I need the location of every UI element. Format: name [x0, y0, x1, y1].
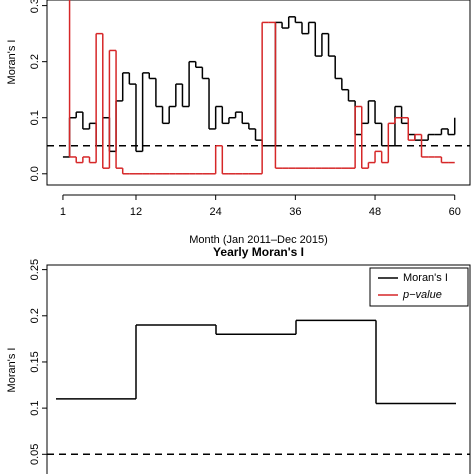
y-tick-label: 0.15 [29, 351, 41, 372]
plot-frame [46, 264, 471, 474]
plot-frame [46, 0, 471, 186]
y-tick-label: 0.0 [29, 166, 41, 181]
y-tick-label: 0.2 [29, 54, 41, 69]
y-tick-label: 0.1 [29, 400, 41, 415]
y-tick-label: 0.2 [29, 308, 41, 323]
y-tick-label: 0.25 [29, 259, 41, 280]
y-tick-label: 0.1 [29, 110, 41, 125]
legend-label: p−value [402, 289, 442, 301]
chart-title: Yearly Moran's I [213, 245, 304, 259]
plot-area [47, 319, 470, 456]
y-tick-label: 0.05 [29, 444, 41, 465]
x-tick-label: 1 [60, 206, 66, 218]
plot-area [47, 0, 470, 175]
y-axis-label: Moran's I [6, 40, 18, 85]
legend-label: Moran's I [403, 272, 448, 284]
legend-box [369, 267, 469, 307]
y-tick-label: 0.3 [29, 0, 41, 13]
x-tick-label: 12 [130, 206, 142, 218]
y-axis-label: Moran's I [6, 348, 18, 393]
x-axis-label: Month (Jan 2011–Dec 2015) [189, 234, 328, 246]
x-tick-label: 48 [369, 206, 381, 218]
x-tick-label: 36 [289, 206, 301, 218]
x-tick-label: 24 [210, 206, 222, 218]
x-tick-label: 60 [449, 206, 461, 218]
